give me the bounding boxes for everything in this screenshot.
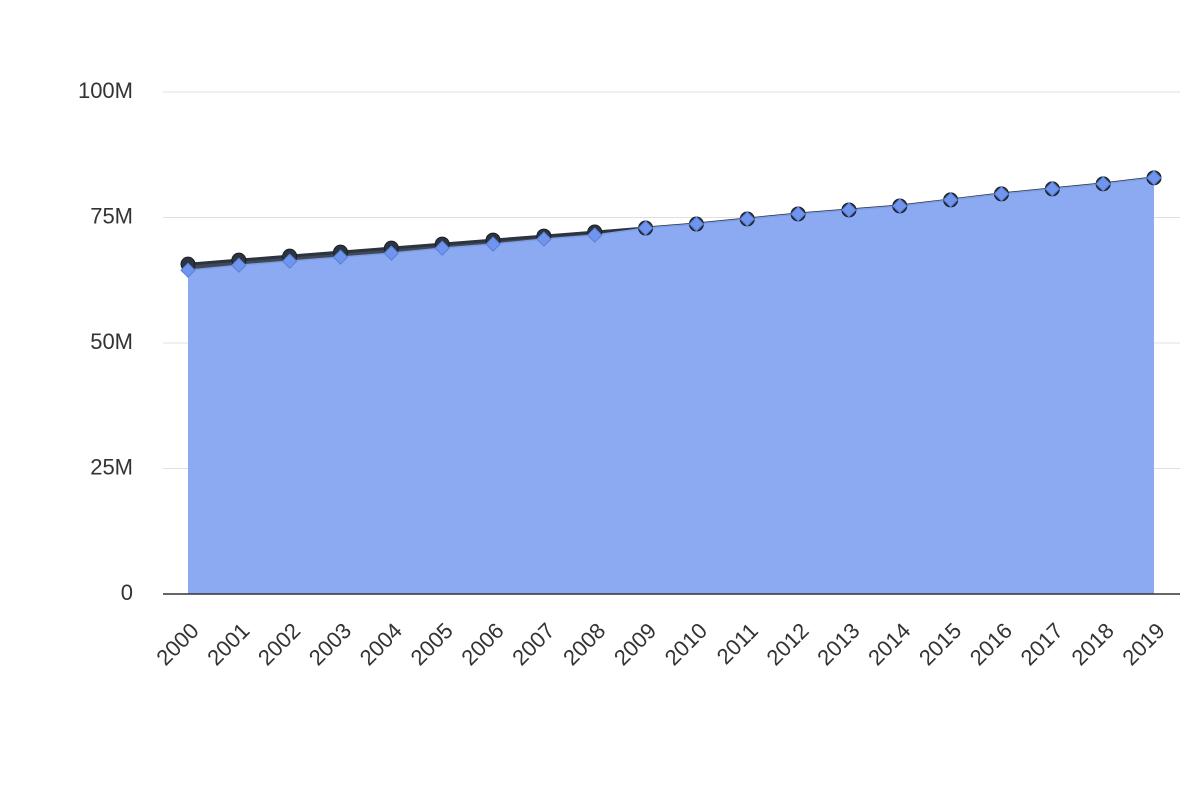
marker: [841, 202, 857, 218]
marker: [180, 262, 196, 278]
x-tick-label: 2008: [558, 618, 610, 670]
x-tick-label: 2016: [965, 618, 1017, 670]
x-tick-label: 2001: [202, 618, 254, 670]
marker: [587, 227, 603, 243]
area: [188, 177, 1154, 595]
marker: [332, 249, 349, 265]
marker: [739, 211, 755, 227]
x-tick-label: 2018: [1067, 618, 1119, 670]
marker: [942, 192, 959, 208]
x-tick-label: 2006: [456, 618, 508, 670]
marker: [688, 216, 705, 232]
x-tick-label: 2003: [304, 618, 356, 670]
x-tick-label: 2012: [761, 618, 813, 670]
marker: [1095, 176, 1111, 192]
x-tick-label: 2004: [355, 618, 407, 670]
marker: [892, 198, 908, 214]
x-tick-label: 2011: [712, 618, 763, 669]
marker: [281, 253, 298, 269]
marker: [231, 257, 247, 273]
line: [187, 177, 1155, 271]
marker: [993, 186, 1010, 202]
x-tick-label: 2013: [812, 618, 864, 670]
marker: [1044, 181, 1061, 197]
y-tick-label: 100M: [78, 78, 133, 103]
marker: [536, 231, 552, 247]
y-tick-label: 75M: [90, 203, 133, 228]
x-tick-label: 2019: [1117, 618, 1169, 670]
x-tick-label: 2000: [151, 618, 203, 670]
x-tick-label: 2009: [609, 618, 661, 670]
x-tick-label: 2017: [1016, 618, 1068, 670]
x-tick-label: 2015: [914, 618, 966, 670]
x-tick-label: 2007: [507, 618, 559, 670]
marker: [383, 245, 400, 261]
x-tick-label: 2014: [863, 618, 915, 670]
marker: [485, 236, 501, 252]
marker: [637, 220, 654, 236]
y-tick-label: 25M: [90, 454, 133, 479]
x-tick-label: 2002: [253, 618, 305, 670]
y-tick-label: 50M: [90, 329, 133, 354]
x-tick-label: 2005: [406, 618, 458, 670]
y-tick-label: 0: [121, 580, 133, 605]
x-tick-label: 2010: [660, 618, 712, 670]
marker: [434, 240, 450, 256]
marker: [790, 206, 806, 222]
marker: [1146, 170, 1162, 186]
